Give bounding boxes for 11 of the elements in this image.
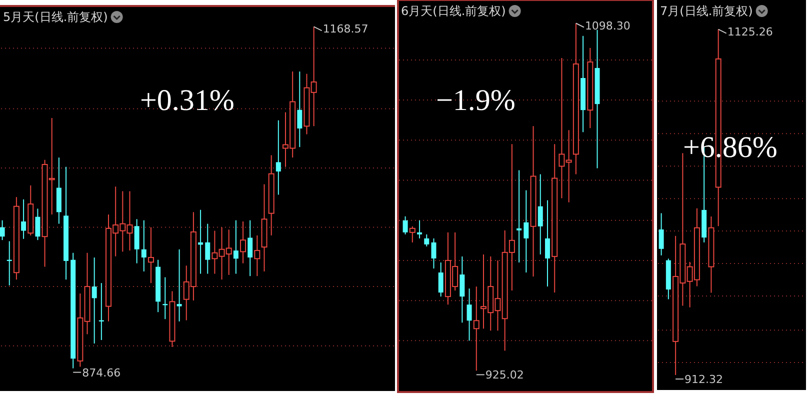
annotation: +0.31% <box>140 84 234 117</box>
annotation: 912.32 <box>684 373 724 386</box>
text: 1125.26 <box>727 25 773 38</box>
annotation: 874.66 <box>82 366 121 380</box>
chart-title: 7月(日线.前复权) <box>660 4 753 18</box>
annotation: 925.02 <box>485 368 524 382</box>
text: 1168.57 <box>322 22 368 36</box>
chart-title: 6月天(日线.前复权) <box>401 4 506 18</box>
annotation: 1098.30 <box>584 19 630 32</box>
annotation: −1.9% <box>436 84 516 117</box>
chart-title: 5月天(日线.前复权) <box>3 10 108 24</box>
